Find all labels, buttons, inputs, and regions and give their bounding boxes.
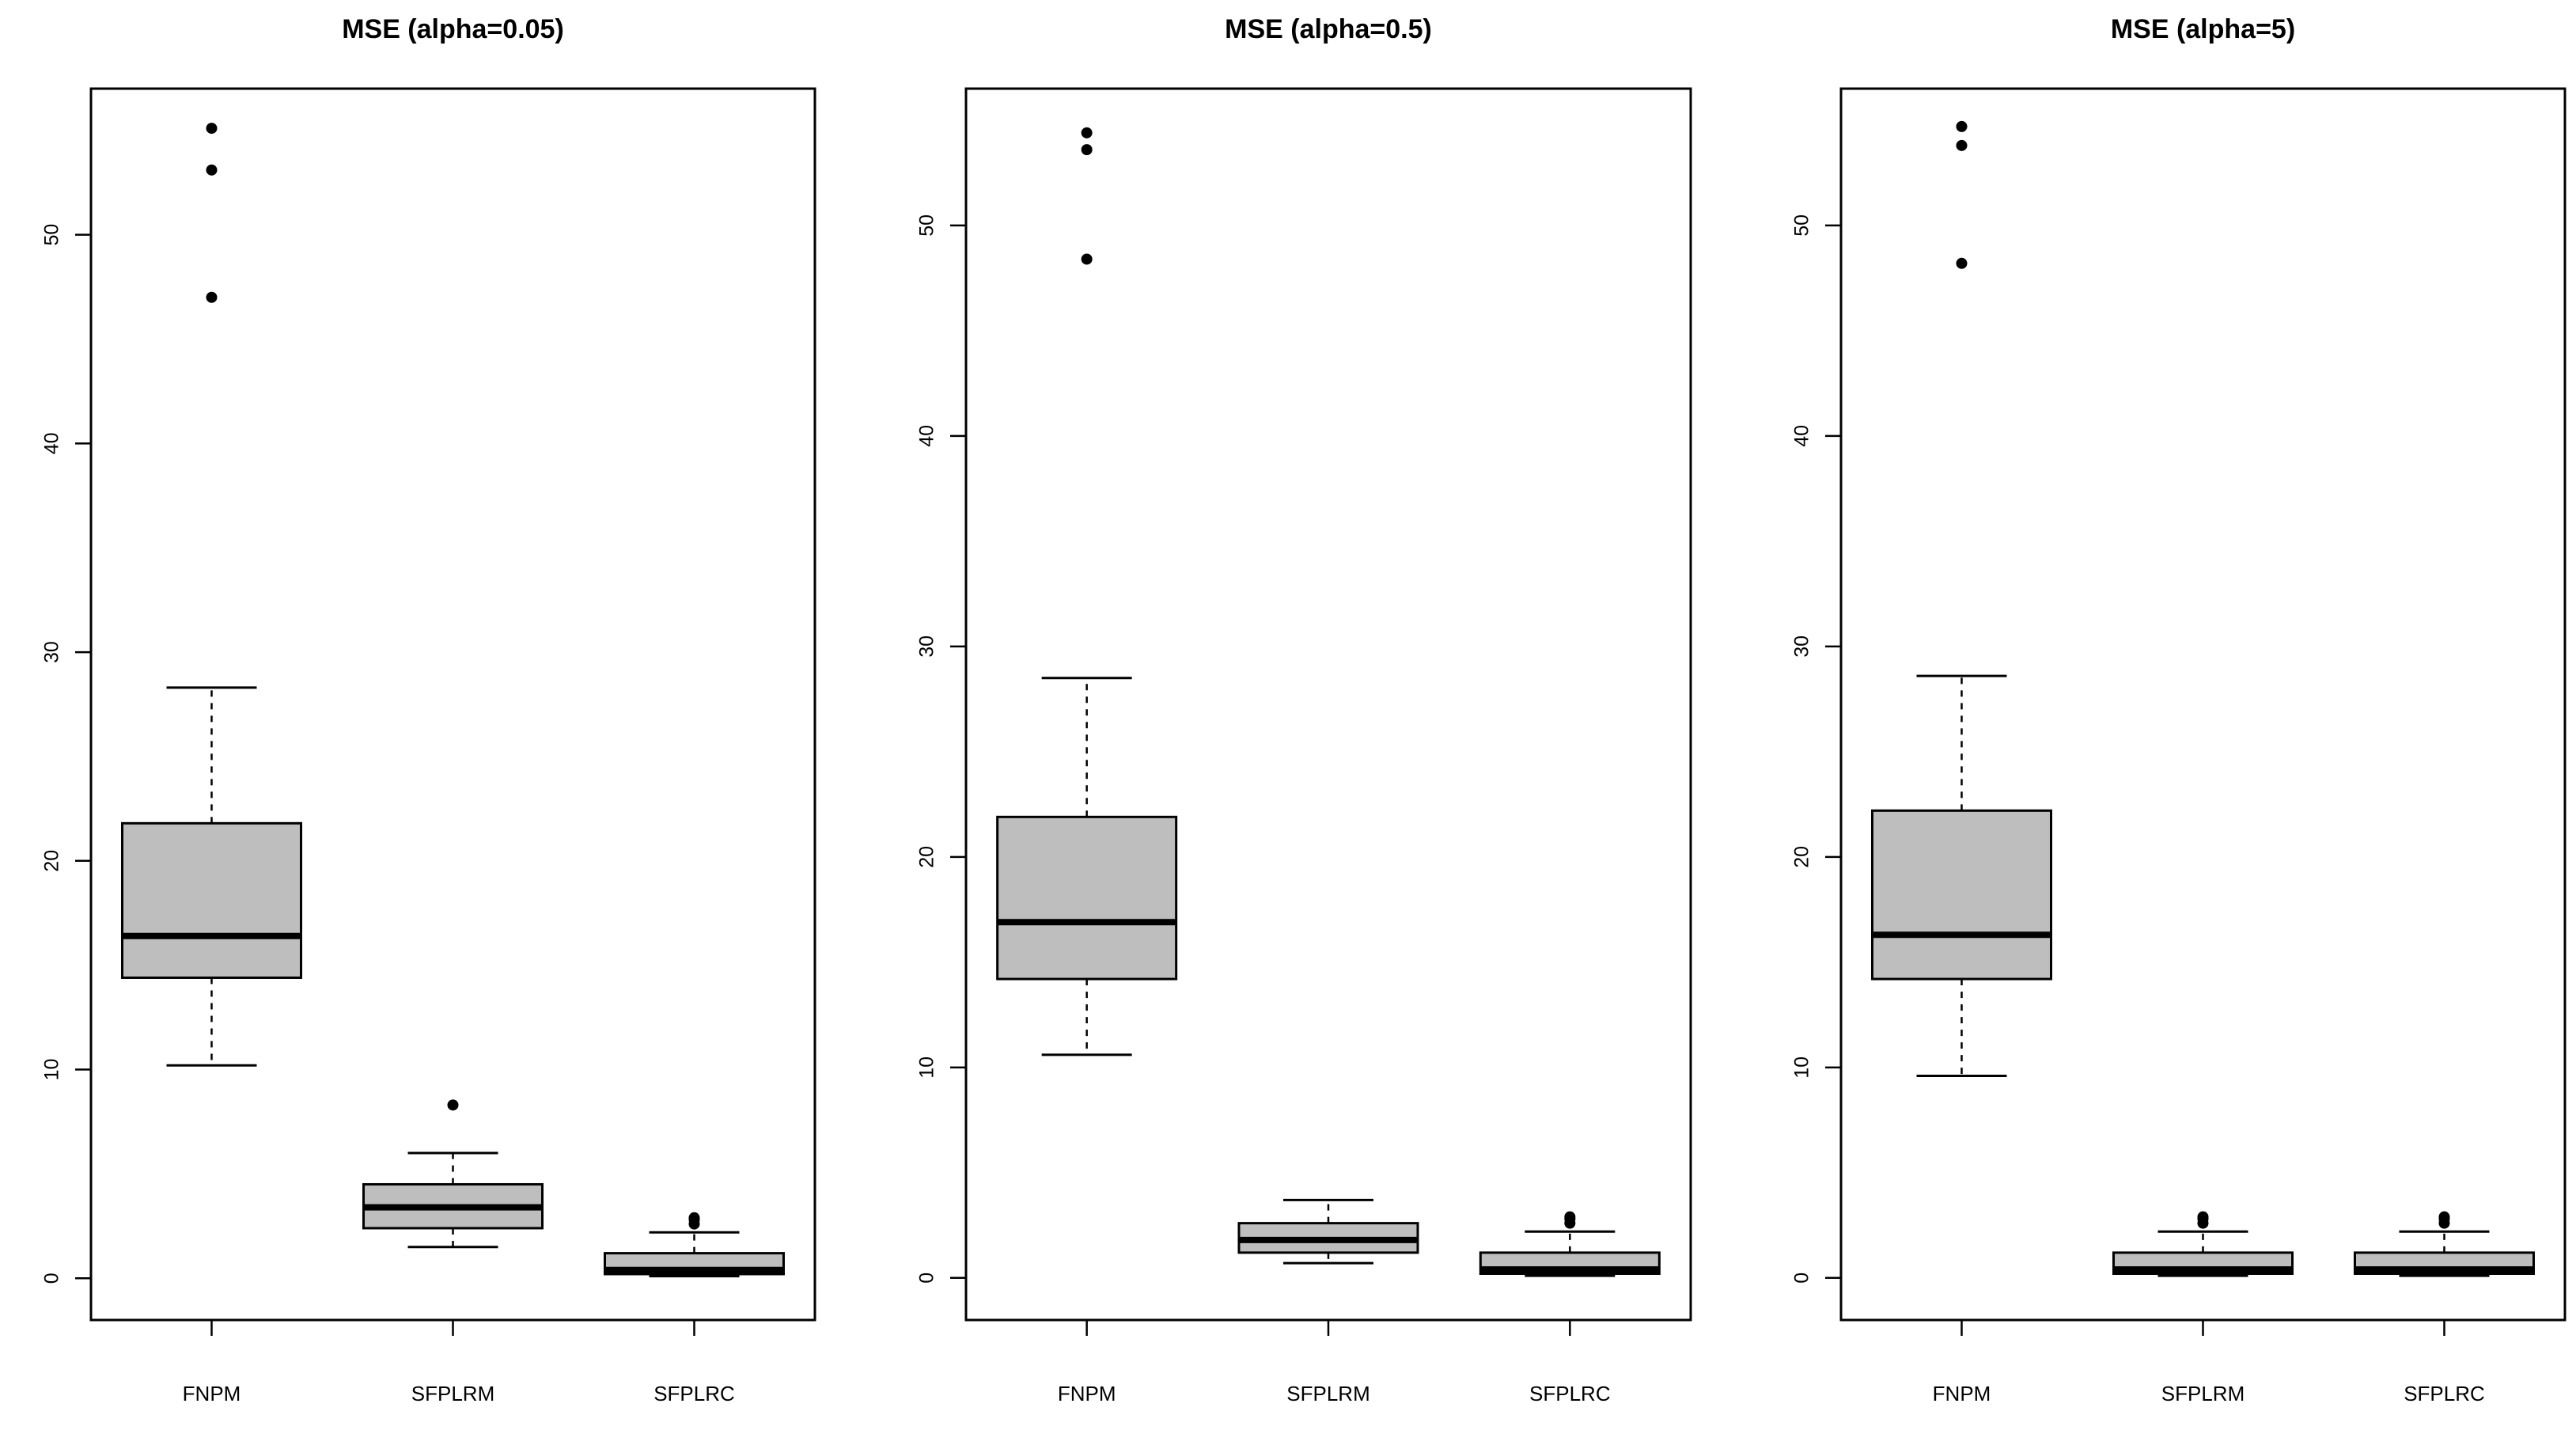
outlier-point (1956, 257, 1968, 269)
panel-1: MSE (alpha=0.05) 0 10 20 30 40 50 FNPM SFPLRM SFP… (41, 14, 816, 1405)
box-sfplrm (1237, 1198, 1419, 1265)
outlier-point (1956, 120, 1968, 132)
plot-frame (1839, 87, 2567, 1322)
box-sfplrc (604, 1212, 785, 1278)
category-label: SFPLRC (2404, 1382, 2485, 1405)
outlier-point (688, 1212, 700, 1223)
y-tick-label: 0 (41, 1273, 63, 1284)
iqr-box (1871, 809, 2052, 981)
panel-3: MSE (alpha=5) 0 10 20 30 40 50 FNPM SFPLRM SFPLRC (1791, 14, 2567, 1405)
y-tick-label: 20 (41, 850, 63, 872)
panel-title: MSE (alpha=0.5) (1225, 14, 1432, 44)
category-label: FNPM (1058, 1382, 1116, 1405)
outlier-point (1081, 127, 1093, 138)
iqr-box (121, 821, 302, 979)
y-tick-label: 30 (41, 641, 63, 663)
outlier-point (206, 123, 218, 135)
outlier-point (1564, 1211, 1576, 1223)
y-tick-label: 40 (916, 425, 938, 447)
outlier-point (1956, 139, 1968, 151)
outlier-point (447, 1099, 459, 1111)
box-sfplrm (362, 1099, 544, 1249)
y-tick-label: 20 (916, 846, 938, 868)
category-label: SFPLRM (2161, 1382, 2245, 1405)
y-tick-label: 30 (1791, 635, 1813, 658)
panel-title: MSE (alpha=0.05) (342, 14, 564, 44)
category-label: FNPM (1933, 1382, 1991, 1405)
category-label: FNPM (183, 1382, 241, 1405)
y-tick-label: 40 (41, 432, 63, 454)
category-label: SFPLRC (653, 1382, 735, 1405)
panel-title: MSE (alpha=5) (2111, 14, 2295, 44)
y-tick-label: 40 (1791, 425, 1813, 447)
outlier-point (206, 164, 218, 176)
box-fnpm (1871, 120, 2052, 1077)
y-tick-label: 10 (1791, 1056, 1813, 1079)
y-tick-label: 50 (1791, 214, 1813, 237)
y-tick-label: 20 (1791, 846, 1813, 868)
y-tick-label: 0 (916, 1273, 938, 1284)
category-label: SFPLRM (411, 1382, 494, 1405)
category-label: SFPLRM (1286, 1382, 1369, 1405)
panel-2: MSE (alpha=0.5) 0 10 20 30 40 50 FNPM SFPLRM SFPL… (916, 14, 1692, 1405)
y-tick-label: 10 (41, 1059, 63, 1081)
box-sfplrc (1479, 1211, 1661, 1277)
box-sfplrc (2354, 1211, 2535, 1277)
plot-frame (964, 87, 1692, 1322)
iqr-box (996, 815, 1178, 981)
category-label: SFPLRC (1529, 1382, 1611, 1405)
outlier-point (1081, 253, 1093, 265)
y-tick-label: 0 (1791, 1273, 1813, 1284)
outlier-point (206, 291, 218, 303)
y-tick-label: 30 (916, 635, 938, 658)
box-fnpm (996, 127, 1178, 1056)
y-tick-label: 50 (916, 214, 938, 237)
outlier-point (1081, 144, 1093, 156)
box-fnpm (121, 123, 302, 1067)
outlier-point (2438, 1211, 2450, 1223)
y-tick-label: 50 (41, 224, 63, 246)
outlier-point (2197, 1211, 2209, 1223)
plot-frame (89, 87, 816, 1322)
y-tick-label: 10 (916, 1056, 938, 1079)
box-sfplrm (2112, 1211, 2294, 1277)
